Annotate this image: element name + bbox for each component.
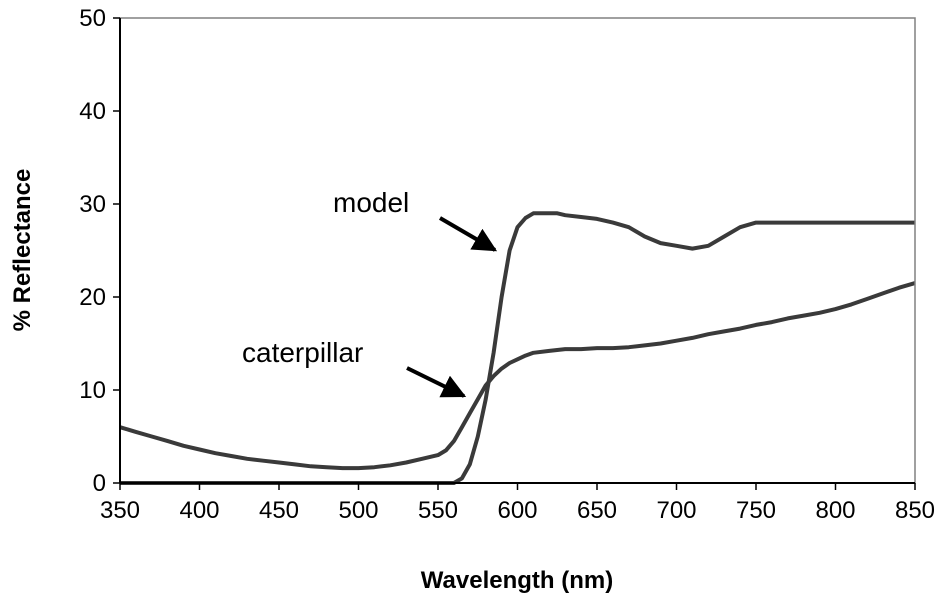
x-tick-label: 800 [815,497,855,524]
x-tick-label: 650 [577,497,617,524]
x-tick-label: 450 [259,497,299,524]
x-tick-label: 700 [656,497,696,524]
annotation-caterpillar-label: caterpillar [242,337,363,368]
x-axis-title: Wavelength (nm) [421,567,613,594]
tick-layer: 350 400 450 500 550 600 650 700 750 800 850 0 10 20 30… [79,5,935,524]
x-tick-label: 850 [895,497,935,524]
series-line-1 [119,281,916,471]
y-tick-label: 10 [79,377,106,404]
x-tick-label: 750 [736,497,776,524]
y-axis-title: % Reflectance [9,169,36,332]
annotation-caterpillar-arrow [406,366,467,398]
annotation-model-label: model [333,187,409,218]
series-line-0 [120,211,915,485]
y-tick-label: 0 [93,470,106,497]
plot-frame [119,17,916,484]
y-tick-label: 40 [79,98,106,125]
x-tick-label: 400 [179,497,219,524]
x-tick-label: 500 [338,497,378,524]
y-tick-label: 30 [79,191,106,218]
y-tick-label: 20 [79,284,106,311]
x-tick-label: 600 [497,497,537,524]
x-tick-label: 550 [418,497,458,524]
x-tick-label: 350 [100,497,140,524]
series-layer [119,211,916,485]
y-tick-label: 50 [79,5,106,32]
annotation-model-arrow [438,216,498,252]
